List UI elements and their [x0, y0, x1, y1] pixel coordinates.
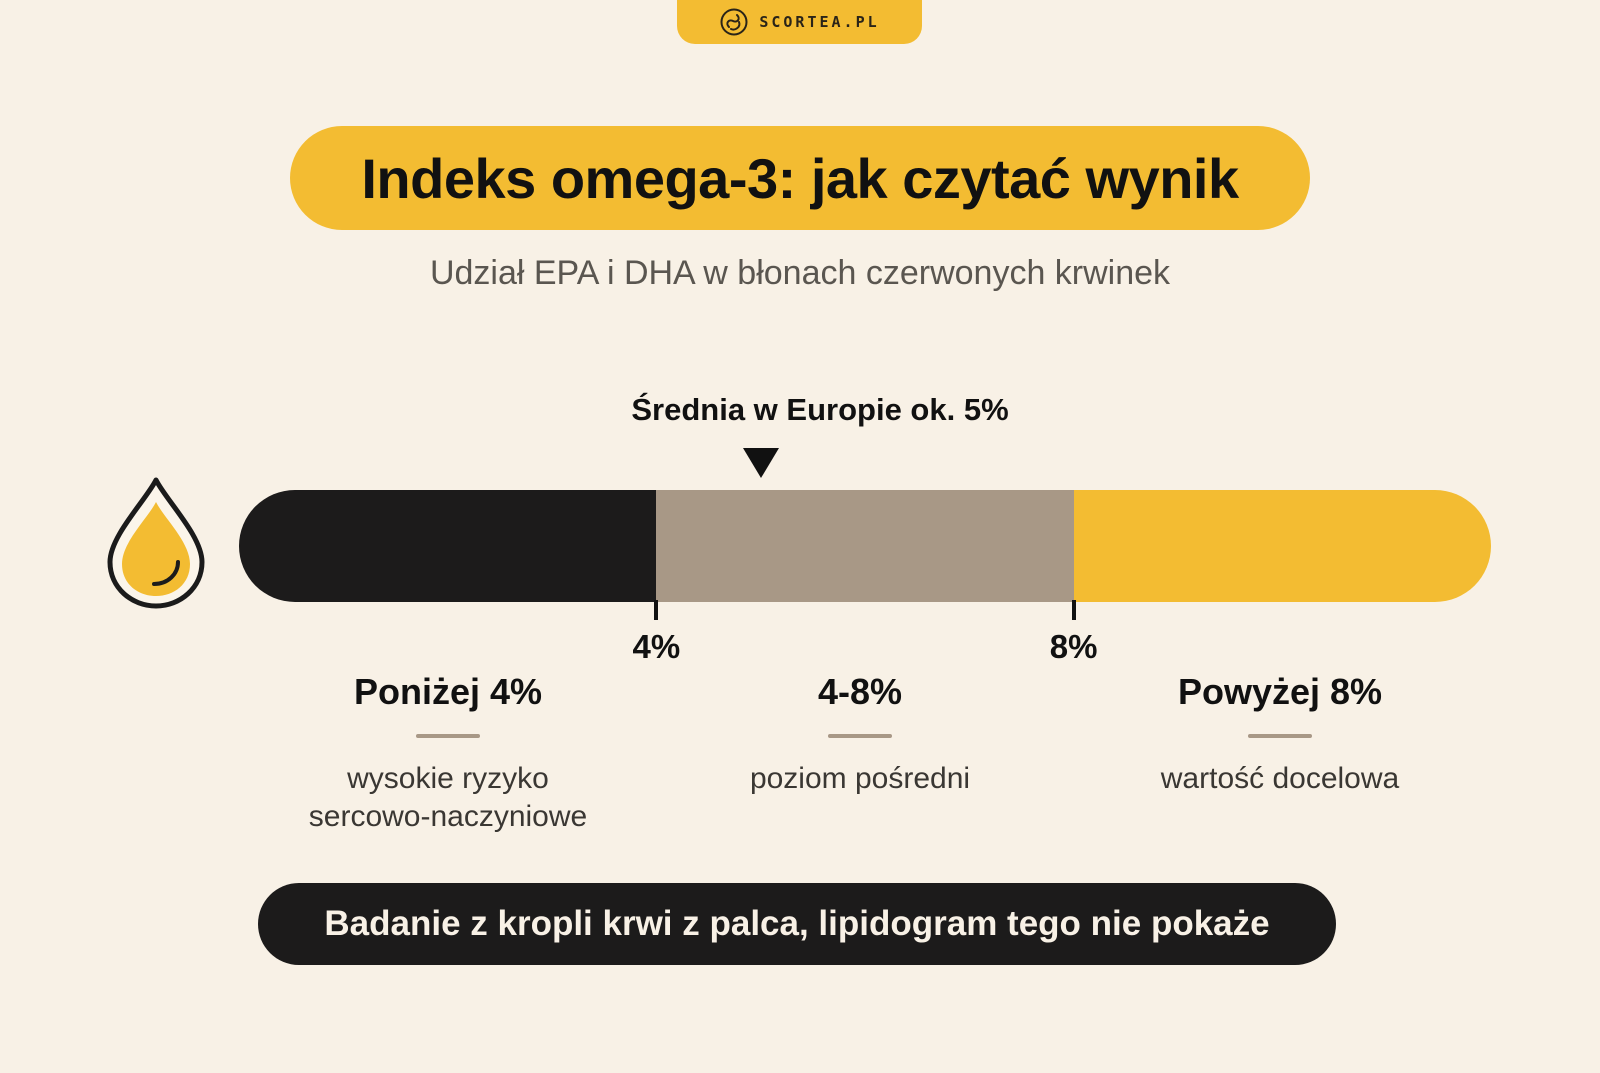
footer-note-banner: Badanie z kropli krwi z palca, lipidogra…	[258, 883, 1336, 965]
range-high: Powyżej 8% wartość docelowa	[1070, 670, 1490, 798]
range-high-title: Powyżej 8%	[1177, 671, 1383, 712]
range-high-description: wartość docelowa	[1160, 762, 1400, 795]
omega3-scale-bar	[239, 490, 1491, 602]
brand-name: SCORTEA.PL	[759, 13, 880, 31]
range-low-title: Poniżej 4%	[353, 671, 543, 712]
divider	[1248, 734, 1312, 738]
title-banner: Indeks omega-3: jak czytać wynik	[290, 126, 1310, 230]
average-marker-label: Średnia w Europie ok. 5%	[631, 392, 1009, 427]
scale-tick-label: 8%	[1049, 628, 1098, 665]
range-low: Poniżej 4% wysokie ryzyko sercowo-naczyn…	[238, 670, 658, 836]
scale-segment-mid	[656, 490, 1074, 602]
range-mid: 4-8% poziom pośredni	[650, 670, 1070, 798]
scale-tick-label: 4%	[632, 628, 681, 665]
range-mid-title: 4-8%	[817, 671, 903, 712]
scortea-logo-icon	[720, 8, 748, 36]
brand-tab: SCORTEA.PL	[677, 0, 922, 44]
page-subtitle: Udział EPA i DHA w błonach czerwonych kr…	[429, 254, 1171, 292]
range-mid-description: poziom pośredni	[749, 762, 971, 795]
oil-drop-icon	[107, 477, 205, 609]
scale-tick	[654, 600, 659, 620]
scale-segment-low	[239, 490, 657, 602]
average-marker-arrow-icon	[742, 448, 779, 478]
range-low-description: wysokie ryzyko sercowo-naczyniowe	[308, 762, 588, 833]
divider	[828, 734, 892, 738]
divider	[416, 734, 480, 738]
scale-tick	[1071, 600, 1076, 620]
scale-segment-high	[1073, 490, 1491, 602]
page-title: Indeks omega-3: jak czytać wynik	[361, 146, 1239, 210]
footer-note: Badanie z kropli krwi z palca, lipidogra…	[324, 904, 1270, 943]
